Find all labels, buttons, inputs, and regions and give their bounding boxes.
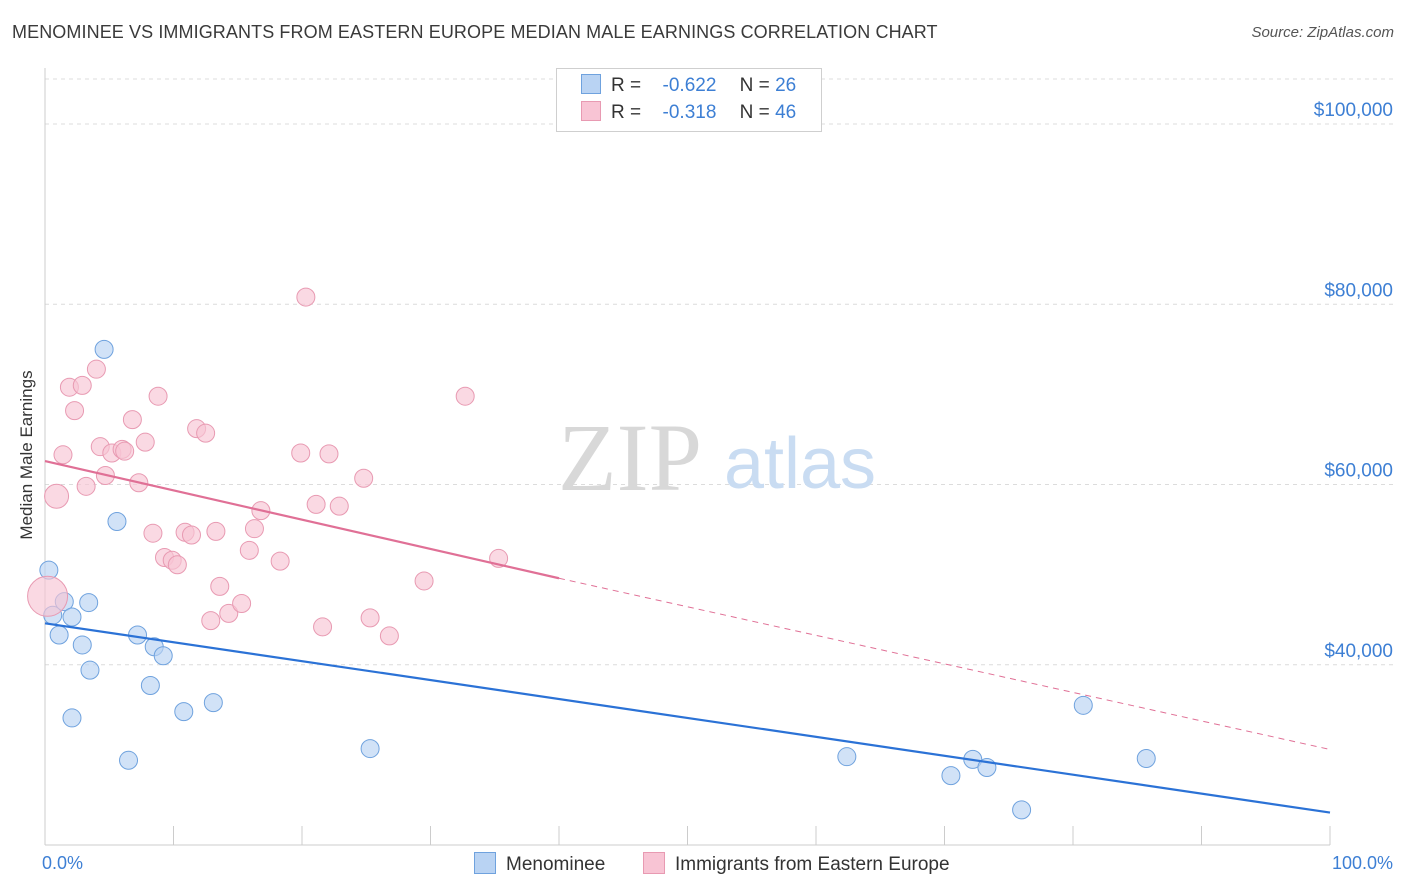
correlation-legend: R = -0.622 N = 26 R = -0.318 N = 46 (556, 68, 822, 132)
point-eastern-europe (360, 608, 380, 628)
x-tick-label-max: 100.0% (1332, 853, 1393, 873)
point-eastern-europe (244, 519, 264, 539)
legend-n-value: 46 (775, 102, 797, 123)
point-eastern-europe (27, 575, 69, 617)
bottom-legend-label-menominee: Menominee (506, 854, 606, 875)
tick-labels: $40,000 $60,000 $80,000 $100,000 0.0% 100.0% (42, 100, 1393, 873)
point-menominee (941, 766, 961, 786)
legend-r-value: -0.318 (662, 102, 717, 123)
y-tick-label: $100,000 (1314, 100, 1393, 121)
bottom-legend-eastern-europe: Immigrants from Eastern Europe (643, 852, 950, 876)
trend-line-eastern-europe (44, 460, 560, 580)
bottom-legend-swatch-menominee (474, 852, 496, 874)
chart-title: MENOMINEE VS IMMIGRANTS FROM EASTERN EUR… (12, 22, 938, 42)
point-eastern-europe (143, 523, 163, 543)
legend-swatch-menominee (581, 74, 601, 94)
point-eastern-europe (296, 287, 316, 307)
trend-line-menominee (44, 622, 1331, 814)
legend-swatch-eastern-europe (581, 101, 601, 121)
y-tick-label: $40,000 (1324, 641, 1393, 662)
y-tick-label: $80,000 (1324, 280, 1393, 301)
y-tick-label: $60,000 (1324, 461, 1393, 482)
point-eastern-europe (135, 432, 155, 452)
point-menominee (49, 625, 69, 645)
point-eastern-europe (44, 483, 70, 509)
point-eastern-europe (219, 603, 239, 623)
legend-r-label: R = (611, 75, 642, 96)
legend-n-label: N = (739, 75, 770, 96)
point-menominee (1136, 748, 1156, 768)
legend-row-menominee: R = -0.622 N = 26 (581, 74, 796, 100)
point-eastern-europe (455, 386, 475, 406)
point-eastern-europe (210, 576, 230, 596)
point-menominee (107, 511, 127, 531)
point-eastern-europe (86, 359, 106, 379)
point-eastern-europe (354, 468, 374, 488)
point-menominee (153, 646, 173, 666)
point-menominee (174, 702, 194, 722)
point-eastern-europe (148, 386, 168, 406)
point-eastern-europe (167, 555, 187, 575)
point-menominee (140, 675, 160, 695)
point-eastern-europe (306, 494, 326, 514)
point-menominee (79, 593, 99, 613)
point-eastern-europe (196, 423, 216, 443)
y-axis-label: Median Male Earnings (17, 370, 36, 539)
point-eastern-europe (379, 626, 399, 646)
point-eastern-europe (72, 375, 92, 395)
point-menominee (203, 693, 223, 713)
point-eastern-europe (53, 445, 73, 465)
point-eastern-europe (201, 611, 221, 631)
legend-row-eastern-europe: R = -0.318 N = 46 (581, 101, 796, 127)
legend-n-label: N = (739, 102, 770, 123)
point-menominee (1073, 695, 1093, 715)
watermark-atlas: atlas (724, 424, 876, 504)
legend-n-value: 26 (775, 75, 797, 96)
point-eastern-europe (270, 551, 290, 571)
trend-line-eastern-europe-extrapolated (558, 577, 1331, 750)
point-menominee (62, 607, 82, 627)
bottom-legend-swatch-eastern-europe (643, 852, 665, 874)
point-eastern-europe (122, 410, 142, 430)
legend-r-value: -0.622 (662, 75, 717, 96)
points-layer (27, 287, 1156, 820)
point-menominee (72, 635, 92, 655)
bottom-legend-menominee: Menominee (474, 852, 605, 876)
point-menominee (837, 747, 857, 767)
watermark-zip: ZIP (558, 404, 702, 511)
point-eastern-europe (329, 496, 349, 516)
point-eastern-europe (65, 401, 85, 421)
point-menominee (62, 708, 82, 728)
x-tick-label-min: 0.0% (42, 853, 83, 873)
trend-lines (44, 460, 1331, 814)
point-eastern-europe (206, 521, 226, 541)
point-eastern-europe (414, 571, 434, 591)
source-label: Source: ZipAtlas.com (1251, 24, 1394, 41)
bottom-legend-label-eastern-europe: Immigrants from Eastern Europe (675, 854, 950, 875)
point-menominee (1012, 800, 1032, 820)
point-eastern-europe (181, 525, 201, 545)
legend-r-label: R = (611, 102, 642, 123)
axes (44, 68, 1331, 846)
point-menominee (119, 750, 139, 770)
point-eastern-europe (239, 540, 259, 560)
grid-lines (45, 78, 1395, 666)
point-eastern-europe (115, 441, 135, 461)
point-eastern-europe (232, 593, 252, 613)
point-eastern-europe (76, 476, 96, 496)
point-eastern-europe (291, 443, 311, 463)
point-menominee (94, 339, 114, 359)
watermark: ZIP atlas (558, 404, 876, 511)
point-eastern-europe (313, 617, 333, 637)
point-menominee (80, 660, 100, 680)
point-eastern-europe (319, 444, 339, 464)
point-menominee (360, 739, 380, 759)
